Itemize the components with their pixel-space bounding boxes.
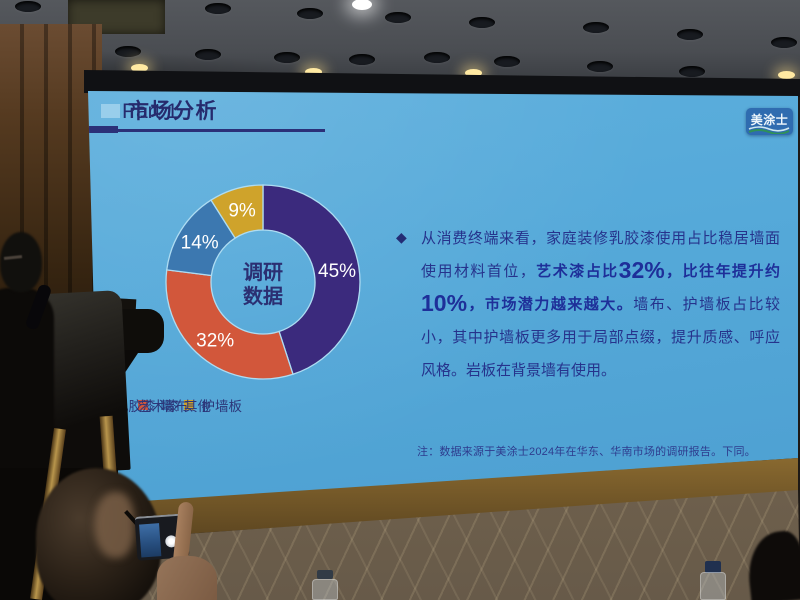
ceiling-light xyxy=(304,68,322,76)
ceiling-light xyxy=(583,21,609,33)
paragraph-segment: ，市场潜力越来越大。 xyxy=(467,296,634,313)
legend-swatch xyxy=(138,400,148,410)
legend-swatch xyxy=(184,400,194,410)
brand-logo-wave-icon xyxy=(748,126,790,134)
bottle-body xyxy=(700,572,726,600)
donut-chart: 45% 32% 14% 9% xyxy=(165,184,361,380)
legend-label: 艺术漆 xyxy=(138,399,179,414)
donut-slice xyxy=(210,184,264,239)
ceiling-light xyxy=(494,55,520,67)
bottle-body xyxy=(312,579,338,600)
source-note: 注：数据来源于美涂士2024年在华东、华南市场的调研报告。下同。 xyxy=(417,446,756,458)
brand-logo-text: 美涂士 xyxy=(750,113,789,127)
chart-percent-label: 45% xyxy=(318,261,356,282)
paragraph-segment: 墙布、护墙板占比较小，其中护墙板更多用于局部点缀，提升质感、呼应风格。岩板在背景… xyxy=(421,296,780,379)
legend-label: 墙布、护墙板 xyxy=(161,399,242,414)
donut-slice xyxy=(165,269,294,380)
legend-item: 艺术漆 xyxy=(138,399,179,414)
paragraph-segment: 艺术漆占比 xyxy=(536,263,619,280)
ceiling-light xyxy=(297,7,323,19)
title-deco-square xyxy=(101,104,120,118)
slide-title-prefix: Part 1 xyxy=(122,100,179,123)
slide-title-main: 市场分析 xyxy=(128,100,218,123)
donut-slice xyxy=(262,184,361,376)
ceiling-light xyxy=(424,51,450,63)
ceiling-light xyxy=(352,0,372,10)
ceiling-light xyxy=(349,53,375,65)
chart-center-label: 调研 数据 xyxy=(218,261,308,309)
brand-logo: 美涂士 xyxy=(746,108,793,135)
chart-percent-label: 14% xyxy=(181,232,219,253)
water-bottle xyxy=(699,561,727,600)
smartphone-screen xyxy=(139,523,162,558)
ceiling-light xyxy=(274,51,300,63)
ceiling-light xyxy=(115,45,141,57)
chart-legend: 乳胶漆 艺术漆 墙布、护墙板 其他 xyxy=(115,399,242,414)
paragraph-segment: ，比往年提升约 xyxy=(664,263,780,280)
paragraph-segment: 10% xyxy=(421,290,468,316)
ceiling-light xyxy=(205,2,231,14)
chart-center-label-line: 数据 xyxy=(243,286,283,308)
presenter-head xyxy=(0,232,42,292)
legend-item: 其他 xyxy=(184,399,211,414)
chart-center-label-line: 调研 xyxy=(243,262,283,284)
ceiling-light xyxy=(385,11,411,23)
hand xyxy=(157,556,217,600)
ceiling-light xyxy=(130,64,148,72)
legend-item: 墙布、护墙板 xyxy=(161,399,242,414)
paragraph-segment: 从消费终端来看，家庭装修乳胶漆使用占比稳居墙面使用材料首位， xyxy=(421,230,780,280)
legend-swatch xyxy=(161,400,171,410)
legend-label: 其他 xyxy=(184,399,211,414)
title-deco-dash xyxy=(88,126,118,133)
ceiling-light xyxy=(679,65,705,77)
ceiling-light xyxy=(195,48,221,60)
ceiling-light xyxy=(15,0,41,12)
bullet-diamond-icon: ◆ xyxy=(396,229,407,245)
ceiling-light xyxy=(777,71,795,79)
ceiling-light xyxy=(469,16,495,28)
chart-percent-label: 9% xyxy=(228,201,256,222)
audience-head-skin xyxy=(94,492,134,558)
body-paragraph: ◆ 从消费终端来看，家庭装修乳胶漆使用占比稳居墙面使用材料首位，艺术漆占比32%… xyxy=(396,222,780,387)
ceiling-light xyxy=(771,36,797,48)
ceiling-light xyxy=(677,28,703,40)
bottle-cap xyxy=(705,561,721,573)
ceiling-light xyxy=(587,60,613,72)
body-paragraph-text: 从消费终端来看，家庭装修乳胶漆使用占比稳居墙面使用材料首位，艺术漆占比32%，比… xyxy=(421,222,780,387)
bottle-cap xyxy=(317,570,333,579)
water-bottle xyxy=(310,570,340,600)
chart-percent-label: 32% xyxy=(196,330,234,351)
paragraph-segment: 32% xyxy=(618,257,665,283)
title-underline xyxy=(112,129,325,132)
ceiling-light xyxy=(464,69,482,77)
